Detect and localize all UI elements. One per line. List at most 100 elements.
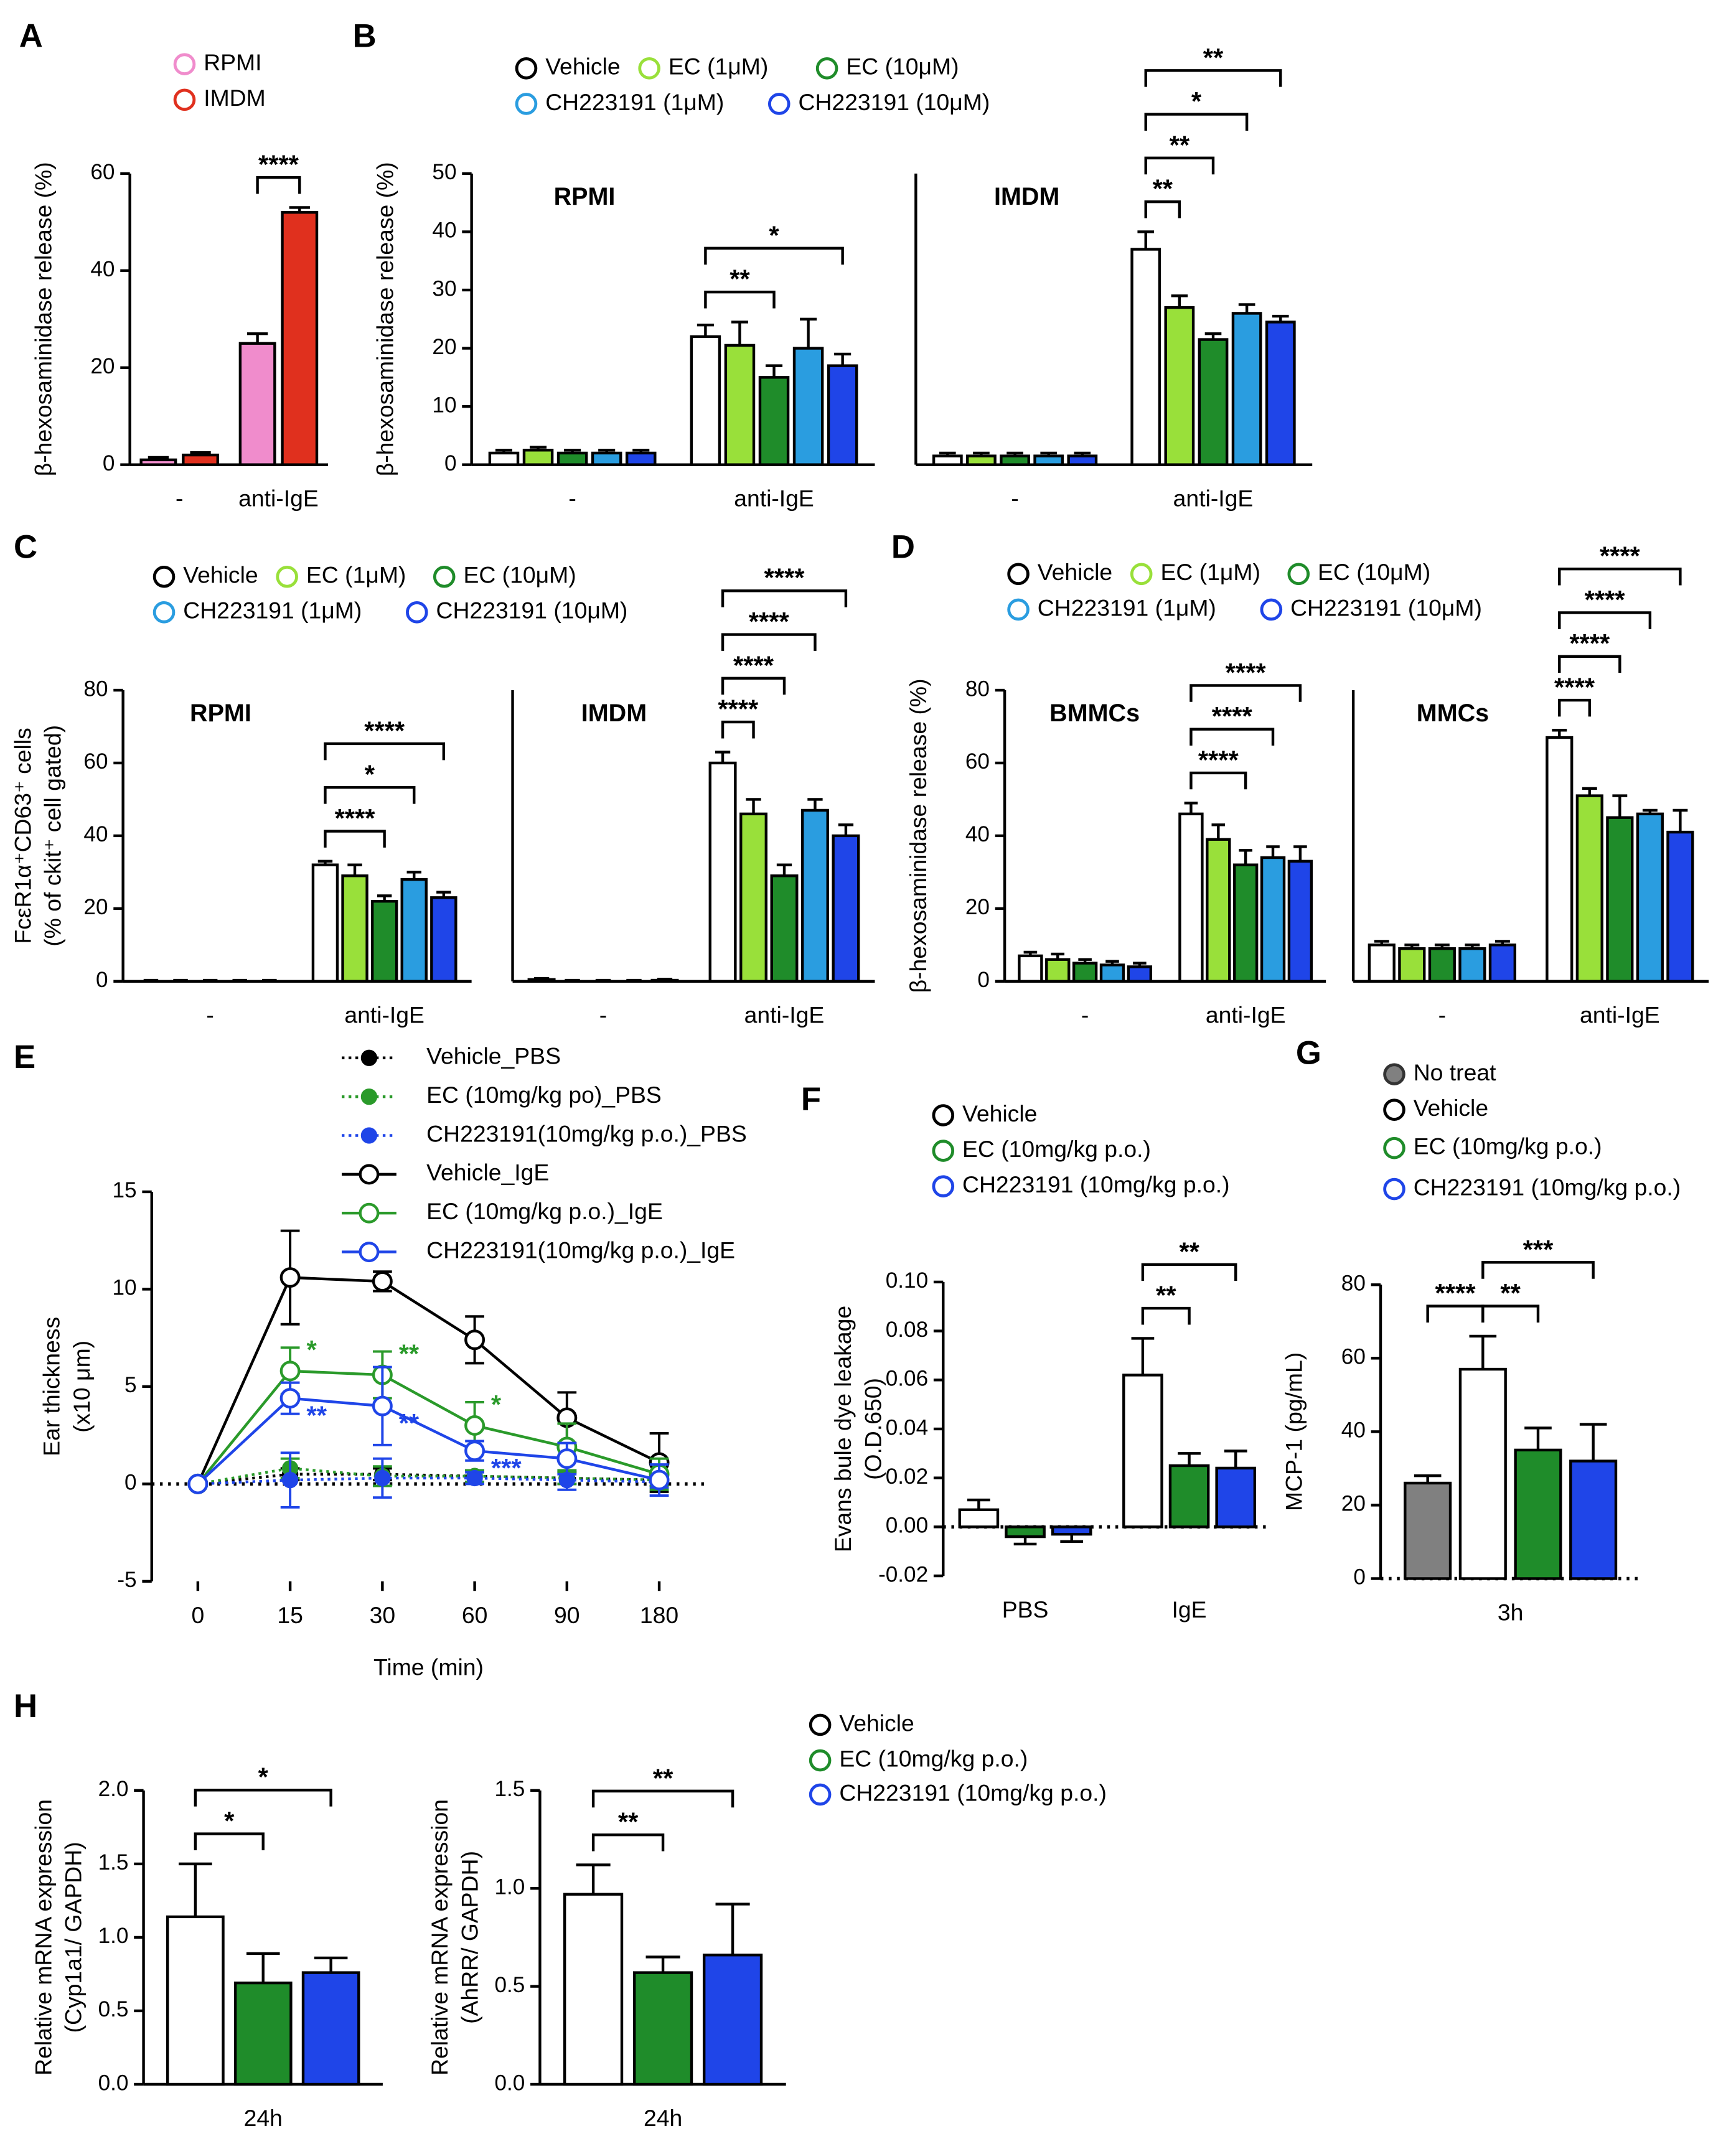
bar bbox=[1287, 859, 1313, 983]
bar bbox=[527, 978, 556, 983]
significance-label: **** bbox=[1226, 658, 1267, 687]
legend-label: EC (10μM) bbox=[846, 54, 959, 80]
legend-label: EC (1μM) bbox=[1160, 559, 1260, 585]
y-tick-label: 5 bbox=[124, 1373, 137, 1397]
y-tick-label: 40 bbox=[1341, 1418, 1366, 1443]
data-point bbox=[187, 1473, 209, 1494]
y-tick-label: 20 bbox=[965, 895, 990, 919]
panel-label: G bbox=[1296, 1034, 1321, 1071]
data-point bbox=[281, 1471, 299, 1489]
bar bbox=[238, 342, 276, 466]
significance-label: **** bbox=[1198, 745, 1239, 774]
significance-label: * bbox=[258, 1763, 269, 1792]
bar bbox=[708, 761, 737, 983]
x-tick-label: 24h bbox=[244, 2105, 283, 2131]
legend-marker bbox=[360, 1049, 378, 1066]
legend-marker bbox=[1383, 1098, 1405, 1121]
bar bbox=[1666, 830, 1694, 983]
x-tick-label: anti-IgE bbox=[744, 1002, 825, 1028]
data-point bbox=[464, 1329, 486, 1351]
legend-marker bbox=[360, 1127, 378, 1144]
y-tick-label: 0 bbox=[1353, 1565, 1366, 1590]
significance-bracket bbox=[1481, 1304, 1540, 1323]
y-axis-label: (% of ckit⁺ cell gated) bbox=[40, 725, 66, 947]
significance-label: **** bbox=[1554, 672, 1595, 701]
bar bbox=[1606, 816, 1634, 983]
bar bbox=[488, 451, 520, 466]
x-tick-label: PBS bbox=[1002, 1596, 1049, 1623]
x-axis-label: Time (min) bbox=[373, 1654, 484, 1680]
significance-bracket bbox=[1558, 611, 1652, 629]
y-tick-label: 0.0 bbox=[494, 2071, 525, 2095]
panel-label: B bbox=[353, 17, 377, 54]
y-tick-label: 0 bbox=[444, 451, 457, 475]
significance-label: * bbox=[224, 1806, 235, 1835]
y-tick-label: 50 bbox=[432, 160, 456, 184]
bar bbox=[932, 454, 963, 466]
x-tick-label: anti-IgE bbox=[734, 485, 814, 512]
legend-label: CH223191 (10mg/kg p.o.) bbox=[962, 1171, 1230, 1197]
significance-label: **** bbox=[749, 607, 790, 636]
bar bbox=[1099, 963, 1125, 983]
y-tick-label: 20 bbox=[432, 335, 456, 359]
subplot-title: BMMCs bbox=[1049, 700, 1140, 727]
y-tick-label: 0.5 bbox=[98, 1997, 129, 2021]
significance-label: ** bbox=[399, 1408, 420, 1438]
bar bbox=[1198, 338, 1229, 466]
legend-label: EC (10mg/kg p.o.)_IgE bbox=[426, 1198, 663, 1224]
y-tick-label: 1.0 bbox=[98, 1924, 129, 1948]
y-axis-label: (x10 μm) bbox=[68, 1341, 95, 1433]
legend-label: CH223191 (10mg/kg p.o.) bbox=[839, 1779, 1107, 1805]
series-line bbox=[197, 1369, 660, 1485]
significance-bracket bbox=[1189, 728, 1275, 746]
bar bbox=[832, 834, 860, 983]
significance-bracket bbox=[1426, 1304, 1485, 1323]
y-axis-label: MCP-1 (pg/mL) bbox=[1281, 1352, 1307, 1511]
legend-marker bbox=[359, 1242, 380, 1263]
y-tick-label: 10 bbox=[113, 1276, 137, 1300]
y-axis-label: Relative mRNA expression bbox=[426, 1799, 453, 2076]
bar bbox=[770, 874, 799, 983]
legend-marker bbox=[152, 565, 176, 588]
legend-marker bbox=[815, 57, 838, 80]
y-tick-label: 40 bbox=[90, 257, 115, 281]
legend-label: EC (10mg/kg po)_PBS bbox=[426, 1082, 662, 1108]
significance-label: **** bbox=[733, 650, 774, 680]
y-axis-label: Relative mRNA expression bbox=[30, 1799, 56, 2076]
bar bbox=[625, 451, 657, 466]
y-tick-label: 0 bbox=[124, 1471, 137, 1495]
y-tick-label: 60 bbox=[83, 749, 108, 774]
x-tick-label: - bbox=[1081, 1002, 1089, 1028]
bar bbox=[1368, 944, 1396, 983]
y-tick-label: 0.00 bbox=[886, 1514, 928, 1538]
x-tick-label: 30 bbox=[370, 1602, 396, 1628]
data-point bbox=[464, 1415, 486, 1436]
significance-bracket bbox=[1558, 655, 1621, 673]
data-point bbox=[372, 1395, 393, 1416]
significance-bracket bbox=[1144, 200, 1181, 218]
bar bbox=[1260, 856, 1286, 983]
data-point bbox=[374, 1469, 391, 1487]
y-tick-label: 0.02 bbox=[886, 1464, 928, 1489]
significance-bracket bbox=[721, 633, 817, 651]
y-tick-label: 10 bbox=[432, 393, 456, 417]
significance-bracket bbox=[1144, 156, 1215, 175]
significance-label: **** bbox=[1585, 585, 1626, 614]
bar bbox=[1127, 965, 1153, 983]
y-tick-label: -5 bbox=[117, 1568, 136, 1592]
bar bbox=[281, 211, 319, 466]
legend-marker bbox=[1287, 563, 1310, 586]
significance-label: **** bbox=[1435, 1278, 1476, 1308]
bar bbox=[311, 863, 339, 983]
y-tick-label: 30 bbox=[432, 276, 456, 301]
y-tick-label: 80 bbox=[965, 677, 990, 701]
bar bbox=[1168, 1464, 1210, 1529]
legend-label: No treat bbox=[1414, 1059, 1496, 1085]
bar bbox=[1072, 962, 1098, 983]
y-tick-label: 1.5 bbox=[98, 1850, 129, 1875]
bar bbox=[690, 335, 721, 466]
series-line bbox=[196, 1276, 660, 1485]
x-tick-label: 180 bbox=[640, 1602, 678, 1628]
bar bbox=[1265, 321, 1296, 466]
y-axis-label: β-hexosaminidase release (%) bbox=[905, 678, 931, 993]
